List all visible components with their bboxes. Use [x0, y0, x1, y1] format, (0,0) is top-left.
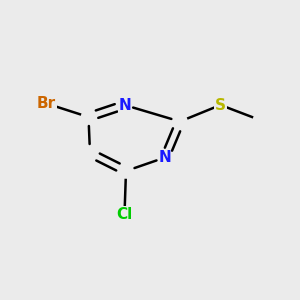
Text: S: S	[215, 98, 226, 112]
Text: Br: Br	[37, 96, 56, 111]
Text: N: N	[159, 150, 171, 165]
Text: N: N	[118, 98, 131, 112]
Text: Cl: Cl	[116, 207, 133, 222]
